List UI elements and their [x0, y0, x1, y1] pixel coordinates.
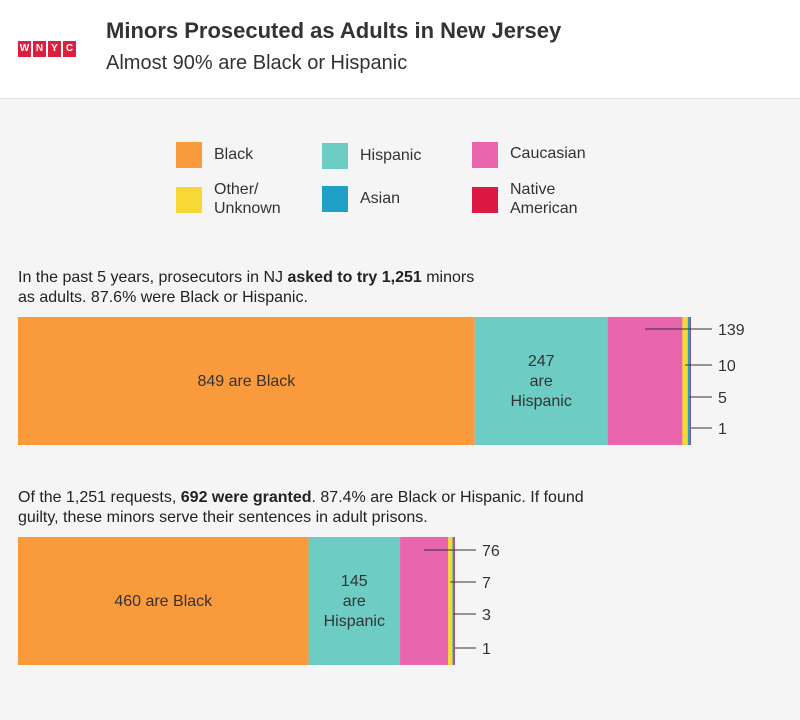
bar-segment-hispanic: [474, 317, 608, 445]
legend-swatch-other-unknown: [176, 187, 202, 213]
legend-item-other-unknown: Other/ Unknown: [176, 180, 281, 218]
bar-segment-other-unknown: [448, 537, 453, 665]
annotation-label: 7: [482, 575, 491, 592]
annotation-label: 3: [482, 607, 491, 624]
segment-label-black: 849 are Black: [197, 373, 296, 390]
chart-title: Minors Prosecuted as Adults in New Jerse…: [106, 18, 562, 43]
bar-segment-black: [18, 317, 475, 445]
bar-segment-other-unknown: [682, 317, 688, 445]
intro-requests-pre: In the past 5 years, prosecutors in NJ: [18, 269, 288, 286]
bar-segment-asian: [687, 317, 691, 445]
segment-label-hispanic: Hispanic: [324, 613, 385, 630]
annotation-label: 76: [482, 543, 500, 560]
legend-label-native-american: Native American: [510, 181, 578, 217]
bar-segment-black: [18, 537, 309, 665]
segment-label-hispanic: 145: [341, 573, 368, 590]
legend-label-hispanic: Hispanic: [360, 147, 422, 164]
intro-granted-bold: 692 were granted: [180, 489, 312, 506]
segment-label-hispanic: are: [343, 593, 366, 610]
segment-label-black: 460 are Black: [114, 593, 213, 610]
chart-subtitle: Almost 90% are Black or Hispanic: [106, 52, 408, 74]
legend-label-asian: Asian: [360, 190, 401, 207]
legend-item-asian: Asian: [322, 186, 400, 212]
logo-letter: C: [63, 41, 76, 57]
logo-letter: W: [18, 41, 31, 57]
legend-label-other-unknown: Other/ Unknown: [214, 181, 281, 217]
bar-segment-caucasian: [400, 537, 449, 665]
legend-swatch-hispanic: [322, 143, 348, 169]
wnyc-logo[interactable]: W N Y C: [18, 41, 76, 57]
legend-item-caucasian: Caucasian: [472, 142, 586, 168]
segment-label-hispanic: Hispanic: [510, 393, 571, 410]
intro-requests-bold: asked to try 1,251: [287, 269, 422, 286]
legend-item-black: Black: [176, 142, 253, 168]
logo-letter: Y: [48, 41, 61, 57]
intro-granted-post: . 87.4% are Black or Hispanic. If found …: [18, 489, 584, 526]
bar-segment-native-american: [690, 317, 691, 445]
legend-swatch-asian: [322, 186, 348, 212]
intro-granted-pre: Of the 1,251 requests,: [18, 489, 181, 506]
annotation-label: 5: [718, 390, 727, 407]
annotation-label: 139: [718, 322, 745, 339]
legend-swatch-caucasian: [472, 142, 498, 168]
intro-granted: Of the 1,251 requests, 692 were granted.…: [18, 488, 618, 528]
legend-label-black: Black: [214, 146, 254, 163]
annotation-label: 1: [718, 421, 727, 438]
intro-requests: In the past 5 years, prosecutors in NJ a…: [18, 268, 488, 308]
bar-segment-hispanic: [308, 537, 401, 665]
bar-segment-caucasian: [607, 317, 683, 445]
bar-segment-asian: [452, 537, 455, 665]
logo-letter: N: [33, 41, 46, 57]
annotation-label: 10: [718, 358, 736, 375]
header: W N Y C Minors Prosecuted as Adults in N…: [0, 0, 800, 99]
segment-label-hispanic: 247: [528, 353, 555, 370]
legend-item-hispanic: Hispanic: [322, 143, 421, 169]
segment-label-hispanic: are: [530, 373, 553, 390]
annotation-label: 1: [482, 641, 491, 658]
bar-segment-native-american: [454, 537, 455, 665]
legend-label-caucasian: Caucasian: [510, 145, 586, 162]
legend-swatch-native-american: [472, 187, 498, 213]
intro-requests-post: minors as adults. 87.6% were Black or Hi…: [18, 269, 475, 306]
legend-item-native-american: Native American: [472, 180, 578, 218]
legend-swatch-black: [176, 142, 202, 168]
